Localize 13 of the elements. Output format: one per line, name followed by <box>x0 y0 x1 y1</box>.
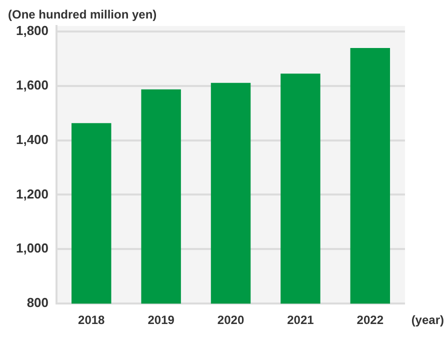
y-tick-label: 1,600 <box>16 77 49 92</box>
x-tick-label: 2020 <box>217 313 244 328</box>
y-tick-label: 1,000 <box>16 240 49 256</box>
x-tick-label: 2018 <box>78 313 106 328</box>
x-tick-label: 2021 <box>287 313 314 328</box>
y-tick-label: 800 <box>26 295 49 310</box>
y-tick-label: 1,400 <box>16 132 49 147</box>
x-tick-label: 2022 <box>356 313 384 328</box>
x-axis-title: (year) <box>411 312 444 327</box>
y-axis-title: (One hundred million yen) <box>8 7 157 22</box>
y-tick-label: 1,200 <box>16 186 49 202</box>
x-tick-label: 2019 <box>148 313 175 328</box>
y-tick-label: 1,800 <box>16 23 49 38</box>
